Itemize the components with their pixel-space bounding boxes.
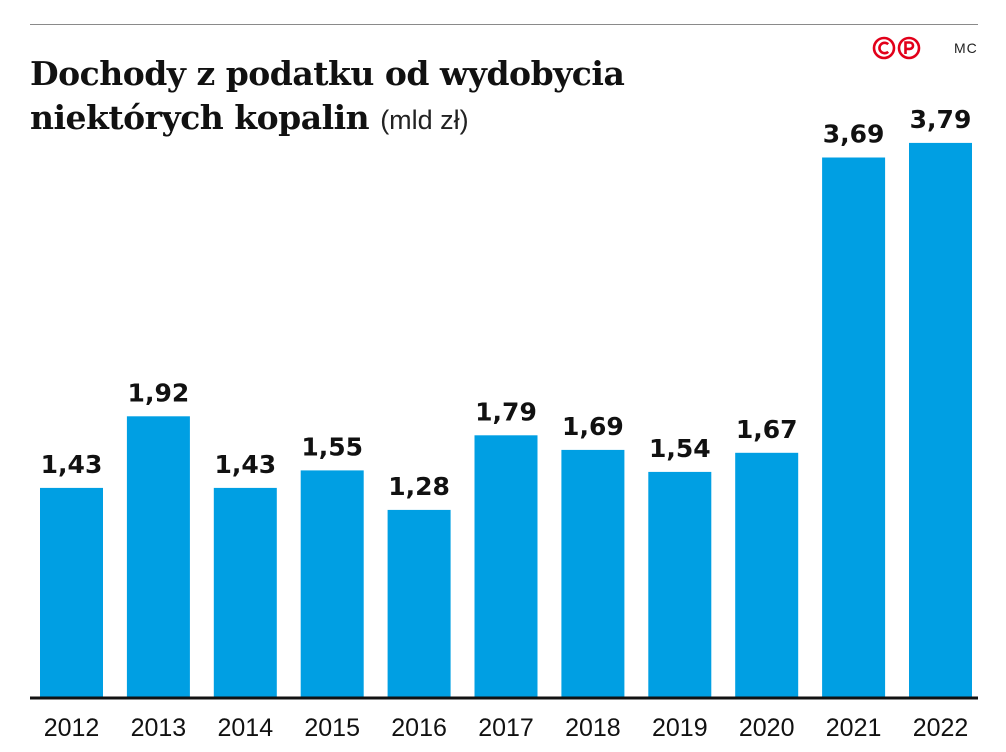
value-label-2015: 1,55 <box>301 432 363 461</box>
value-label-2022: 3,79 <box>910 105 972 134</box>
bar-2018 <box>561 449 625 697</box>
value-label-2018: 1,69 <box>562 412 624 441</box>
title-line-2: niektórych kopalin <box>30 98 370 137</box>
value-label-2021: 3,69 <box>823 120 885 149</box>
x-tick-label-2015: 2015 <box>304 714 360 742</box>
bar-2022 <box>909 142 972 697</box>
value-label-2014: 1,43 <box>214 450 276 479</box>
bar-2021 <box>822 157 886 697</box>
bar-2012 <box>40 487 103 697</box>
x-tick-label-2017: 2017 <box>478 714 534 742</box>
top-rule <box>30 24 978 25</box>
value-label-2012: 1,43 <box>41 450 103 479</box>
bar-2019 <box>648 471 712 697</box>
bar-2020 <box>735 452 799 697</box>
chart-title: Dochody z podatku od wydobycia niektóryc… <box>30 52 625 142</box>
value-label-2020: 1,67 <box>736 415 798 444</box>
x-tick-label-2016: 2016 <box>391 714 447 742</box>
x-tick-label-2013: 2013 <box>131 714 187 742</box>
bar-2014 <box>213 487 277 697</box>
author-credit: MC <box>954 40 978 56</box>
unit-label: (mld zł) <box>380 105 469 135</box>
x-tick-label-2022: 2022 <box>913 714 969 742</box>
x-tick-label-2014: 2014 <box>217 714 273 742</box>
x-tick-label-2021: 2021 <box>826 714 882 742</box>
bar-2016 <box>387 509 451 697</box>
bar-2013 <box>126 416 190 697</box>
value-label-2019: 1,54 <box>649 434 711 463</box>
bar-2015 <box>300 470 364 697</box>
title-line-1: Dochody z podatku od wydobycia <box>30 54 625 93</box>
bar-2017 <box>474 435 538 697</box>
x-tick-label-2012: 2012 <box>44 714 100 742</box>
value-label-2016: 1,28 <box>388 472 450 501</box>
x-tick-label-2019: 2019 <box>652 714 708 742</box>
value-label-2017: 1,79 <box>475 397 537 426</box>
x-tick-label-2020: 2020 <box>739 714 795 742</box>
cp-logo-icon <box>872 36 921 60</box>
x-tick-label-2018: 2018 <box>565 714 621 742</box>
value-label-2013: 1,92 <box>128 378 190 407</box>
